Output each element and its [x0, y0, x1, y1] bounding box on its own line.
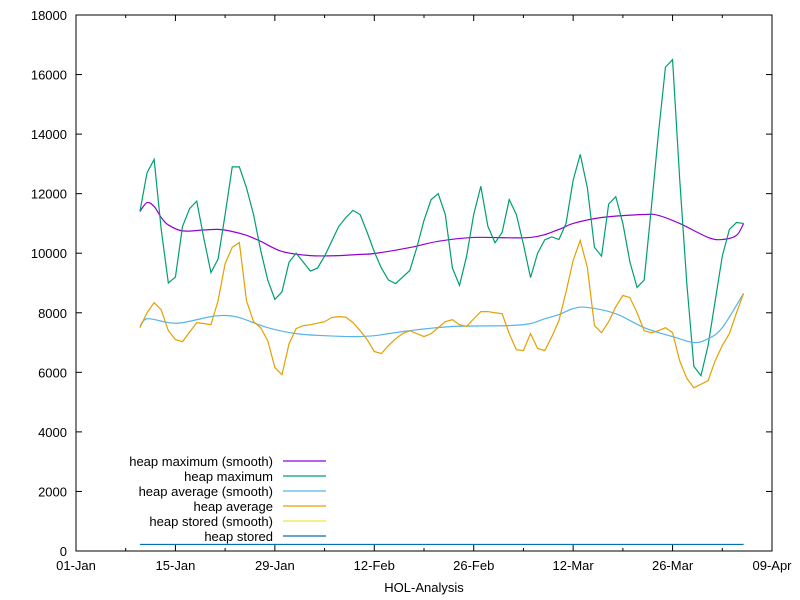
x-tick-label: 26-Mar — [652, 558, 694, 573]
x-tick-label: 26-Feb — [453, 558, 494, 573]
y-tick-label: 2000 — [38, 484, 67, 499]
x-tick-label: 15-Jan — [156, 558, 196, 573]
series-line-heap-maximum-smooth — [139, 201, 745, 257]
series-layer — [139, 58, 745, 546]
y-tick-label: 14000 — [31, 127, 67, 142]
y-tick-label: 10000 — [31, 246, 67, 261]
series-line-heap-average — [139, 238, 745, 389]
legend-label-heap-maximum: heap maximum — [184, 469, 273, 484]
legend-label-heap-average-smooth: heap average (smooth) — [139, 484, 273, 499]
series-line-heap-average-smooth — [139, 293, 745, 344]
y-tick-label: 16000 — [31, 68, 67, 83]
y-tick-label: 18000 — [31, 8, 67, 23]
x-tick-label: 01-Jan — [56, 558, 96, 573]
legend-label-heap-maximum-smooth: heap maximum (smooth) — [129, 454, 273, 469]
plot-border — [75, 14, 773, 552]
x-tick-label: 29-Jan — [255, 558, 295, 573]
y-tick-label: 12000 — [31, 187, 67, 202]
axes: 0 2000 4000 6000 8000 10000 12000 14000 16000 180… — [31, 8, 792, 573]
y-tick-label: 0 — [60, 544, 67, 559]
y-tick-label: 4000 — [38, 425, 67, 440]
x-tick-label: 09-Apr — [752, 558, 792, 573]
y-tick-label: 8000 — [38, 306, 67, 321]
x-axis-label: HOL-Analysis — [384, 580, 464, 595]
x-tick-label: 12-Feb — [354, 558, 395, 573]
x-tick-label: 12-Mar — [553, 558, 595, 573]
legend-label-heap-stored-smooth: heap stored (smooth) — [149, 514, 273, 529]
legend-label-heap-average: heap average — [193, 499, 273, 514]
y-tick-label: 6000 — [38, 365, 67, 380]
series-line-heap-maximum — [139, 58, 744, 377]
legend-label-heap-stored: heap stored — [204, 529, 273, 544]
